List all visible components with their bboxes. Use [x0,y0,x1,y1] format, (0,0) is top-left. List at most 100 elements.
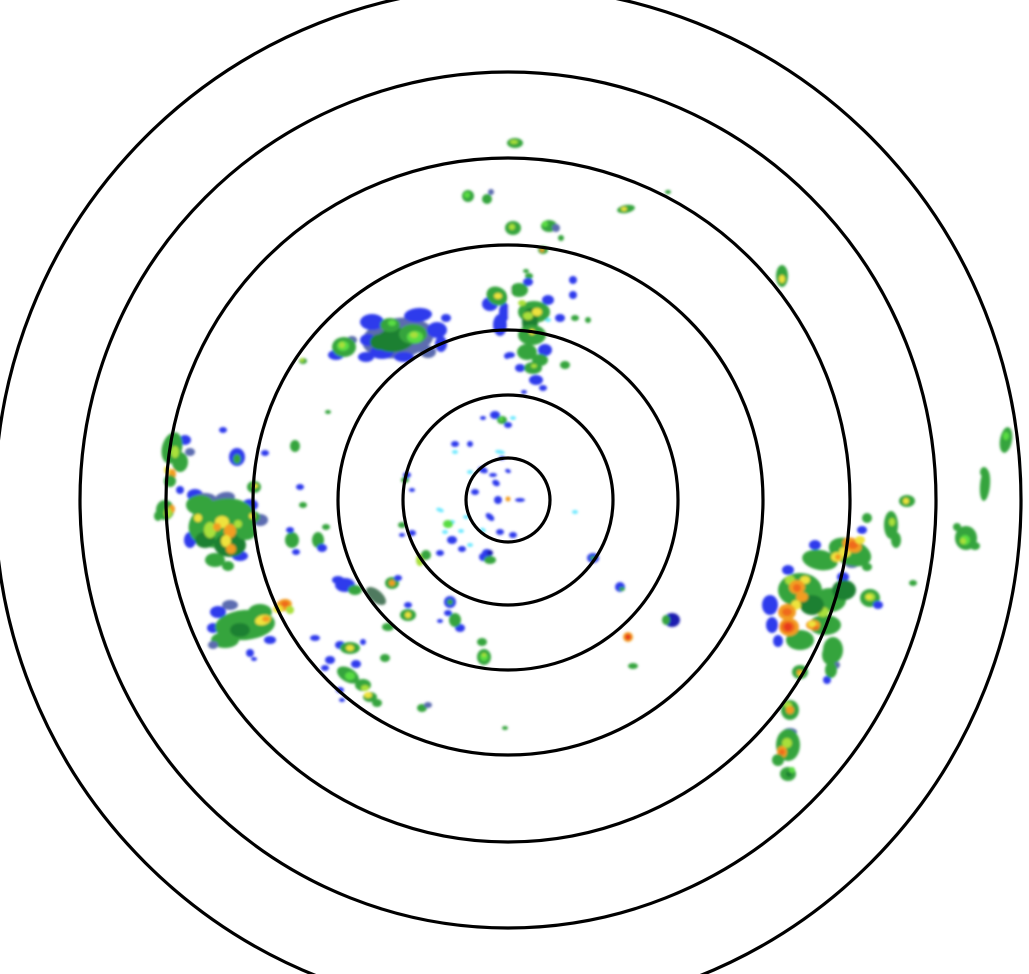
radar-echo [213,523,221,531]
radar-echo [505,496,511,502]
radar-echo [504,422,512,428]
radar-echo [185,448,195,456]
radar-echo [449,613,461,627]
radar-echo [493,314,507,336]
radar-echo [398,522,406,528]
radar-echo [480,416,486,420]
radar-echo [857,526,867,534]
radar-echo [345,672,355,680]
radar-echo [388,320,396,326]
radar-echo [779,749,785,755]
radar-echo [822,645,838,665]
radar-echo [290,440,300,452]
radar-echo [585,317,591,323]
radar-echo [766,617,778,633]
radar-echo [394,575,402,581]
radar-echo [625,634,631,640]
radar-echo [866,595,872,599]
radar-echo [467,441,473,447]
radar-echo [980,467,988,477]
range-ring [336,328,680,672]
radar-echo [204,522,216,538]
radar-echo [346,645,354,651]
radar-echo [484,556,496,564]
radar-echo [251,657,257,661]
radar-echo [813,626,819,630]
radar-echo [542,221,548,227]
radar-echo [495,449,505,455]
radar-echo [979,469,991,501]
radar-echo [487,550,493,556]
radar-echo [960,538,966,544]
radar-echo [281,601,289,607]
radar-echo [171,446,179,458]
radar-echo [409,488,415,492]
radar-echo [889,518,895,526]
radar-echo [515,364,525,372]
radar-echo [364,692,372,698]
radar-echo [797,670,801,674]
radar-echo [366,587,386,605]
radar-echo [802,549,838,571]
radar-echo [1003,432,1009,440]
radar-echo [322,524,330,530]
radar-echo [221,535,231,547]
radar-echo [370,334,390,350]
radar-echo [572,510,578,514]
radar-echo [339,342,345,348]
radar-echo [348,585,362,595]
radar-echo [524,362,542,374]
radar-echo [264,636,276,644]
radar-echo [545,318,551,322]
radar-echo [532,308,542,316]
radar-echo [339,698,345,702]
radar-echo [360,639,366,645]
radar-echo [222,600,238,610]
radar-echo [510,416,516,420]
radar-echo [427,322,447,338]
radar-echo [539,385,547,391]
radar-echo [855,536,865,544]
radar-echo [862,513,872,523]
radar-echo [490,411,500,419]
radar-echo [628,663,638,669]
radar-echo [970,542,980,550]
radar-echo [523,269,529,273]
radar-echo [482,653,486,657]
radar-echo [210,606,226,618]
radar-echo [443,520,453,528]
radar-echo [782,565,794,575]
radar-echo [405,612,411,618]
radar-echo [762,595,778,615]
radar-echo [467,543,473,547]
radar-echo [492,479,500,487]
radar-echo [809,540,821,550]
radar-echo [222,561,234,571]
radar-echo [447,599,453,605]
radar-echo [502,726,508,730]
radar-echo [505,468,511,474]
radar-echo [873,601,883,609]
radar-echo [808,621,816,627]
radar-echo [444,610,452,616]
radar-echo [508,280,512,344]
radar-echo [621,207,627,211]
radar-echo [825,662,837,678]
radar-echo [424,702,432,708]
radar-echo [372,699,382,707]
radar-echo [540,248,544,252]
radar-echo [538,344,552,356]
radar-echo [494,496,502,504]
radar-echoes-layer [154,138,1013,781]
radar-echo [436,550,444,556]
radar-echo [447,536,457,544]
radar-echo [779,275,785,283]
radar-echo [458,546,466,552]
radar-echo [224,524,236,538]
radar-echo [205,553,225,567]
radar-echo [499,417,503,421]
radar-echo [286,606,294,614]
